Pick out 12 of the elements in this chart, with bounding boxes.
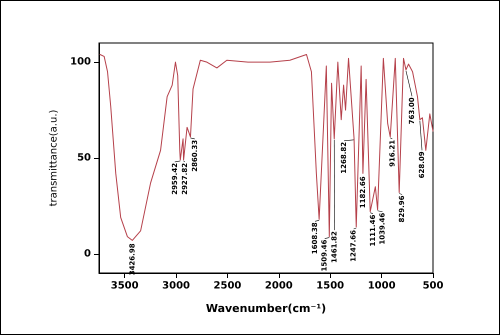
x-tick-label: 1000 [368, 280, 396, 292]
x-axis-title: Wavenumber(cm⁻¹) [206, 302, 326, 315]
x-tick-label: 3500 [110, 280, 139, 292]
x-tick-label: 2000 [264, 280, 293, 292]
y-tick-label: 0 [84, 248, 92, 260]
y-tick-label: 100 [70, 56, 92, 68]
y-tick-label: 50 [77, 152, 92, 164]
x-tick-label: 500 [422, 280, 444, 292]
x-tick-label: 1500 [316, 280, 344, 292]
x-tick-label: 2500 [214, 280, 242, 292]
x-tick-label: 3000 [162, 280, 190, 292]
y-axis-title: transmittance(a.u.) [48, 109, 60, 206]
